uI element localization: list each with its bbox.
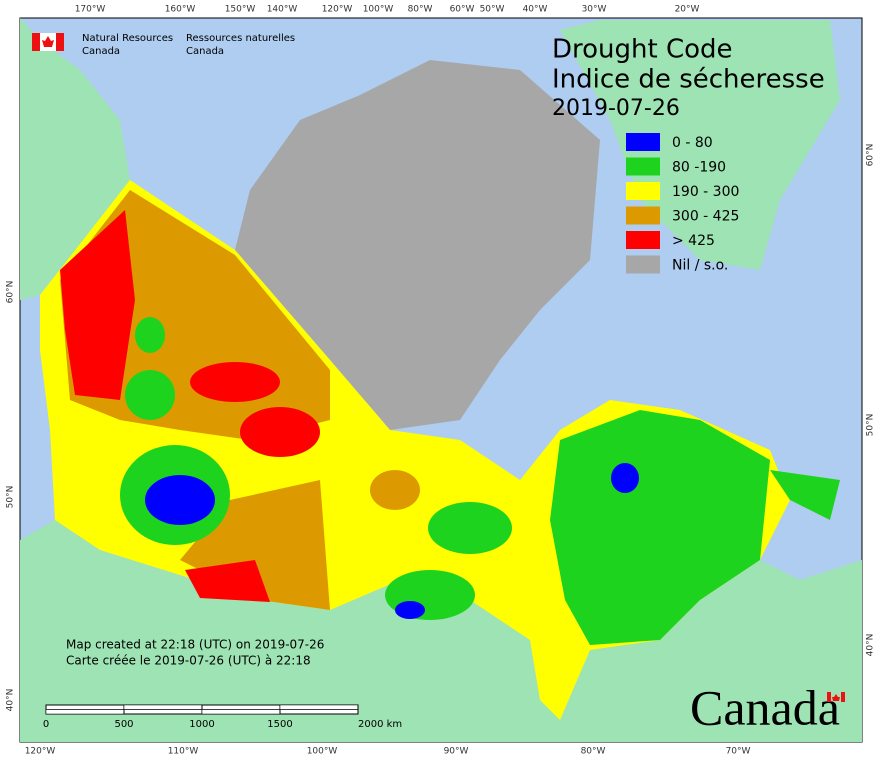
legend-swatch: [626, 231, 660, 249]
map-date: 2019-07-26: [552, 96, 680, 121]
map-title: Indice de sécheresse: [552, 65, 825, 95]
nrcan-flag: [32, 33, 64, 51]
zone-over-425: [185, 560, 270, 602]
zone-over-425: [240, 407, 320, 457]
scale-bar: 0 500 1000 1500 2000 km: [43, 704, 402, 730]
legend-label: > 425: [672, 233, 715, 249]
agency-en: Natural Resources: [82, 33, 173, 44]
zone-80-190: [770, 470, 840, 520]
wordmark: Canada: [690, 679, 840, 735]
map-title: Drought Code: [552, 35, 733, 65]
agency-en: Canada: [82, 46, 120, 57]
zones: [60, 190, 840, 645]
greenland: [560, 20, 840, 270]
longitude-label: 80°W: [408, 5, 433, 15]
longitude-label: 20°W: [675, 5, 700, 15]
longitude-label: 150°W: [225, 5, 256, 15]
longitude-label: 110°W: [168, 747, 199, 757]
scale-label: 1000: [189, 719, 214, 730]
longitude-label: 170°W: [75, 5, 106, 15]
usa: [20, 520, 862, 742]
flag-leaf: [832, 694, 840, 701]
scale-label: 500: [114, 719, 133, 730]
legend-swatch: [626, 133, 660, 151]
agency-fr: Ressources naturelles: [186, 33, 295, 44]
legend: 0 - 80 80 -190 190 - 300 300 - 425 > 425 Nil …: [626, 133, 739, 274]
land-foreign: [20, 18, 862, 742]
legend-label: 80 -190: [672, 160, 726, 176]
credit: Map created at 22:18 (UTC) on 2019-07-26: [66, 638, 324, 652]
zone-80-190: [135, 317, 165, 353]
latitude-label: 50°N: [866, 414, 876, 437]
scale-segment: [123, 704, 203, 710]
latitude-label: 60°N: [866, 144, 876, 167]
flag-leaf: [42, 36, 54, 47]
longitude-label: 100°W: [307, 747, 338, 757]
scale-segment: [279, 704, 359, 710]
latitude-label: 50°N: [6, 486, 16, 509]
agency-fr: Canada: [186, 46, 224, 57]
scale-label: 2000 km: [358, 719, 402, 730]
legend-label: 190 - 300: [672, 184, 739, 200]
zone-over-425: [190, 362, 280, 402]
longitude-label: 160°W: [165, 5, 196, 15]
legend-swatch: [626, 206, 660, 225]
latitude-label: 40°N: [6, 689, 16, 712]
scale-segment: [45, 709, 125, 715]
flag-bar: [827, 692, 831, 702]
credit: Carte créée le 2019-07-26 (UTC) à 22:18: [66, 654, 311, 668]
legend-swatch: [626, 182, 660, 200]
legend-swatch: [626, 157, 660, 176]
zone-300-425: [370, 470, 420, 510]
scale-label: 1500: [267, 719, 292, 730]
legend-swatch: [626, 255, 660, 274]
legend-label: Nil / s.o.: [672, 258, 728, 274]
scale-label: 0: [43, 719, 49, 730]
longitude-label: 40°W: [523, 5, 548, 15]
longitude-label: 120°W: [322, 5, 353, 15]
zone-0-80: [395, 601, 425, 619]
graticule-labels: 170°W 160°W 150°W 140°W 120°W 100°W 80°W 60°W 50…: [6, 5, 876, 757]
latitude-label: 60°N: [6, 281, 16, 304]
zone-80-190: [550, 410, 770, 645]
zone-80-190: [125, 370, 175, 420]
flag-bar: [32, 33, 40, 51]
flag-bar: [56, 33, 64, 51]
latitude-label: 40°N: [866, 634, 876, 657]
longitude-label: 120°W: [25, 747, 56, 757]
longitude-label: 100°W: [363, 5, 394, 15]
longitude-label: 70°W: [726, 747, 751, 757]
longitude-label: 90°W: [444, 747, 469, 757]
longitude-label: 50°W: [480, 5, 505, 15]
longitude-label: 140°W: [267, 5, 298, 15]
longitude-label: 60°W: [450, 5, 475, 15]
arctic-nil: [235, 60, 600, 430]
legend-label: 300 - 425: [672, 209, 739, 225]
flag-bar: [841, 692, 845, 702]
zone-0-80: [145, 475, 215, 525]
wordmark-flag: [827, 692, 845, 702]
scale-segment: [201, 709, 281, 715]
legend-label: 0 - 80: [672, 135, 713, 151]
zone-0-80: [611, 463, 639, 493]
zone-80-190: [428, 502, 512, 554]
longitude-label: 30°W: [582, 5, 607, 15]
alaska: [20, 18, 130, 300]
longitude-label: 80°W: [581, 747, 606, 757]
zone-over-425: [60, 210, 135, 400]
